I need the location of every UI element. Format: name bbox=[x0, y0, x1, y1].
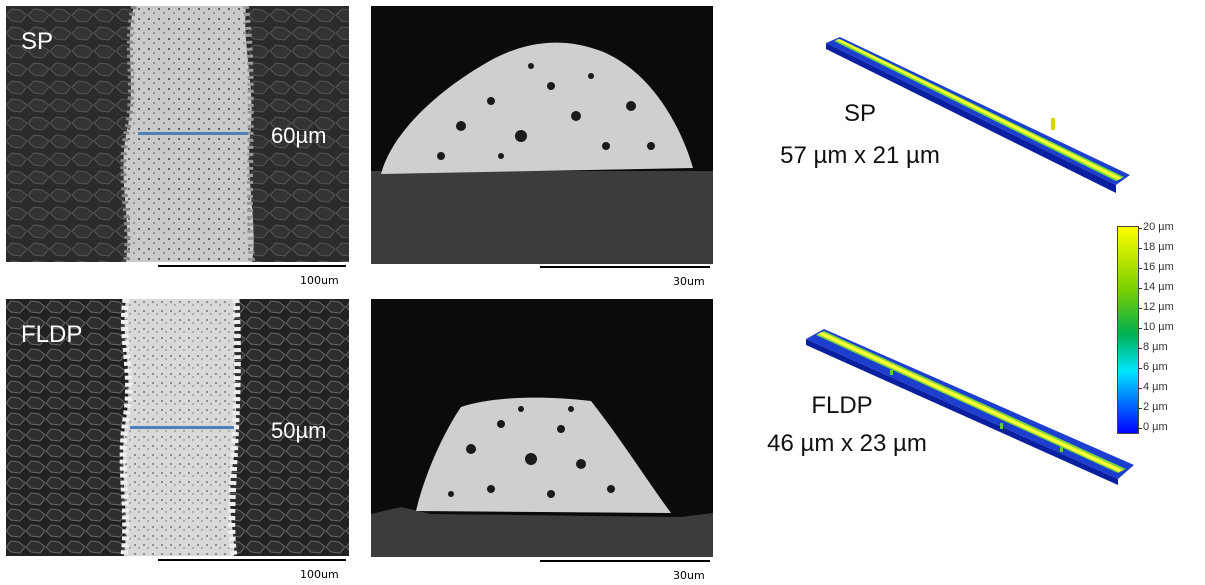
colorbar-tick bbox=[1138, 428, 1142, 429]
cross-section-fldp bbox=[371, 299, 713, 557]
colorbar-tick-label: 14 µm bbox=[1143, 281, 1174, 293]
colorbar-tick bbox=[1138, 308, 1142, 309]
scale-bar-label: 100um bbox=[300, 568, 339, 581]
colorbar-tick-label: 12 µm bbox=[1143, 301, 1174, 313]
measure-line bbox=[130, 426, 234, 429]
colorbar-tick bbox=[1138, 368, 1142, 369]
scale-bar bbox=[540, 560, 710, 562]
colorbar-tick-label: 16 µm bbox=[1143, 261, 1174, 273]
measure-line bbox=[138, 132, 248, 135]
profile-dimensions: 46 µm x 23 µm bbox=[767, 430, 927, 457]
line-width-label: 60µm bbox=[271, 123, 327, 148]
colorbar-tick-label: 10 µm bbox=[1143, 321, 1174, 333]
scale-bar bbox=[540, 266, 710, 268]
colorbar-tick-label: 4 µm bbox=[1143, 381, 1168, 393]
sem-top-view-fldp: FLDP 50µm bbox=[6, 299, 349, 556]
profile-3d-fldp bbox=[800, 325, 1140, 505]
line-width-label: 50µm bbox=[271, 418, 327, 443]
colorbar-tick bbox=[1138, 228, 1142, 229]
sample-label: FLDP bbox=[21, 321, 83, 348]
profile-3d-sp bbox=[818, 35, 1138, 215]
height-colorbar bbox=[1117, 226, 1139, 434]
colorbar-tick bbox=[1138, 388, 1142, 389]
colorbar-tick bbox=[1138, 408, 1142, 409]
colorbar-tick bbox=[1138, 288, 1142, 289]
profile-dimensions: 57 µm x 21 µm bbox=[780, 142, 940, 169]
cross-section-sp bbox=[371, 6, 713, 264]
sample-label: SP bbox=[21, 28, 54, 55]
scale-bar-label: 100um bbox=[300, 274, 339, 287]
scale-bar-label: 30um bbox=[673, 275, 705, 288]
colorbar-tick-label: 2 µm bbox=[1143, 401, 1168, 413]
scale-bar-label: 30um bbox=[673, 569, 705, 582]
sem-top-view-sp: SP 60µm bbox=[6, 6, 349, 262]
colorbar-tick-label: 20 µm bbox=[1143, 221, 1174, 233]
scale-bar bbox=[158, 265, 346, 267]
scale-bar bbox=[158, 559, 346, 561]
colorbar-tick bbox=[1138, 268, 1142, 269]
colorbar-tick-label: 0 µm bbox=[1143, 421, 1168, 433]
colorbar-tick-label: 18 µm bbox=[1143, 241, 1174, 253]
colorbar-tick-label: 6 µm bbox=[1143, 361, 1168, 373]
colorbar-tick bbox=[1138, 348, 1142, 349]
colorbar-tick bbox=[1138, 248, 1142, 249]
colorbar-tick-label: 8 µm bbox=[1143, 341, 1168, 353]
colorbar-tick bbox=[1138, 328, 1142, 329]
profile-label: FLDP bbox=[811, 392, 873, 419]
profile-label: SP bbox=[843, 100, 876, 127]
